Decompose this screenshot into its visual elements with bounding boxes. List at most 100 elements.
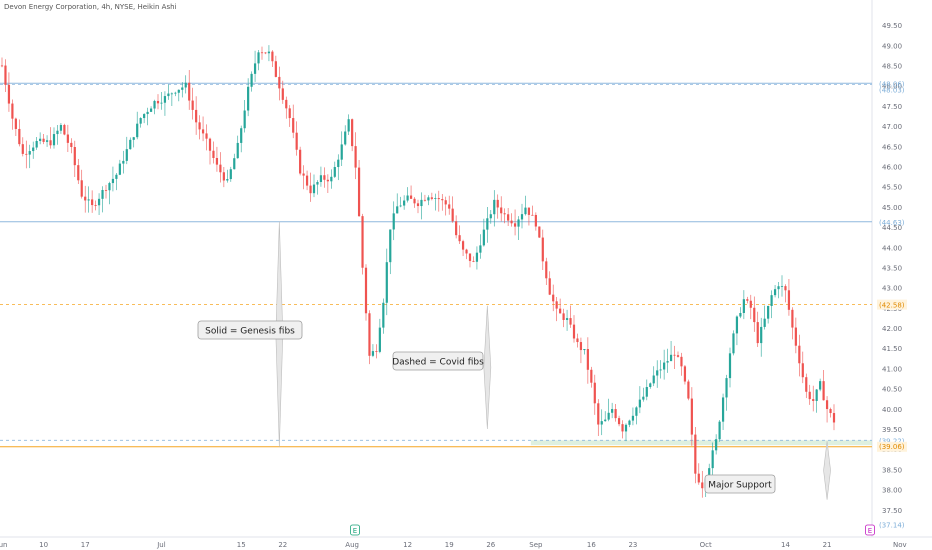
candle-body	[316, 182, 319, 185]
level-label: (44.63)	[879, 219, 905, 227]
candle-body	[507, 214, 510, 221]
level-label-bg	[877, 441, 907, 452]
candle-body	[649, 383, 652, 387]
candle-body	[801, 363, 804, 378]
candle-body	[399, 205, 402, 207]
x-tick-label: 10	[39, 541, 48, 549]
candle-body	[184, 82, 187, 88]
candle-body	[278, 76, 281, 89]
candle-body	[149, 108, 153, 112]
candle-body	[735, 316, 739, 334]
y-tick-label: 41.00	[882, 365, 902, 373]
annotation-box[interactable]	[704, 474, 776, 494]
annotation-box[interactable]	[197, 320, 303, 340]
candle-body	[767, 305, 770, 319]
candle-body	[274, 61, 277, 77]
candle-body	[382, 302, 385, 328]
candle-body	[66, 134, 69, 143]
candle-body	[819, 381, 822, 390]
candle-body	[201, 129, 205, 134]
y-tick-label: 45.50	[882, 184, 902, 192]
candle-body	[344, 131, 347, 145]
candle-body	[780, 286, 784, 287]
candle-body	[697, 473, 700, 483]
level-label: (48.06)	[879, 80, 905, 88]
y-tick-label: 46.50	[882, 143, 902, 151]
candle-body	[534, 214, 537, 227]
candle-body	[777, 286, 780, 290]
candle-body	[420, 199, 423, 207]
candle-body	[4, 65, 7, 85]
candle-body	[538, 226, 541, 238]
candle-body	[357, 167, 361, 217]
candle-body	[593, 382, 596, 404]
candle-body	[635, 407, 638, 416]
candle-body	[680, 356, 683, 367]
candle-body	[326, 179, 329, 182]
candle-body	[132, 137, 135, 140]
candle-body	[226, 179, 229, 181]
candle-body	[351, 119, 354, 147]
candle-body	[749, 300, 752, 308]
candle-body	[829, 409, 832, 414]
candle-body	[500, 207, 503, 214]
y-tick-label: 48.50	[882, 62, 902, 70]
candle-body	[832, 413, 836, 423]
candle-body	[364, 267, 368, 314]
candle-body	[108, 183, 111, 191]
candle-body	[812, 399, 815, 401]
candle-body	[52, 134, 56, 146]
candle-body	[153, 100, 156, 109]
candle-body	[11, 103, 14, 119]
candle-body	[222, 172, 225, 181]
earnings-marker[interactable]	[865, 524, 875, 536]
candle-body	[586, 349, 589, 370]
candle-body	[721, 397, 725, 422]
candle-body	[177, 89, 180, 93]
candle-body	[125, 149, 128, 161]
annotation-label: Major Support	[708, 481, 772, 491]
candle-body	[167, 93, 170, 97]
candle-body	[181, 87, 184, 90]
candle-body	[378, 327, 381, 352]
candle-body	[143, 114, 146, 119]
candle-body	[805, 377, 808, 392]
candle-body	[111, 178, 115, 184]
candle-body	[361, 216, 364, 268]
candle-body	[45, 140, 49, 142]
candle-body	[281, 88, 284, 100]
candle-body	[583, 349, 586, 351]
candle-body	[104, 189, 108, 191]
candle-body	[687, 381, 690, 399]
candle-body	[271, 51, 274, 62]
candle-body	[32, 147, 35, 152]
candle-body	[527, 207, 531, 215]
candle-body	[441, 199, 444, 201]
x-tick-label: 14	[781, 541, 790, 549]
candle-body	[139, 118, 142, 124]
earnings-marker[interactable]	[350, 524, 360, 536]
candle-body	[455, 221, 458, 236]
candle-body	[715, 439, 718, 451]
x-tick-label: Nov	[893, 541, 907, 549]
candle-body	[170, 93, 173, 95]
y-tick-label: 44.50	[882, 224, 902, 232]
candle-body	[305, 175, 309, 186]
candle-body	[371, 351, 375, 356]
candle-body	[437, 198, 440, 200]
chart-title: Devon Energy Corporation, 4h, NYSE, Heik…	[4, 3, 177, 11]
candle-body	[392, 213, 395, 230]
candle-body	[787, 290, 791, 310]
annotation-box[interactable]	[392, 351, 484, 371]
y-tick-label: 41.50	[882, 345, 902, 353]
candle-body	[753, 307, 756, 323]
candle-body	[493, 199, 496, 215]
candle-body	[434, 198, 437, 199]
level-label: (48.03)	[879, 86, 905, 94]
candle-body	[188, 82, 191, 101]
candle-body	[559, 308, 562, 314]
candle-body	[513, 223, 517, 227]
candle-body	[770, 295, 773, 306]
candle-body	[229, 169, 232, 180]
